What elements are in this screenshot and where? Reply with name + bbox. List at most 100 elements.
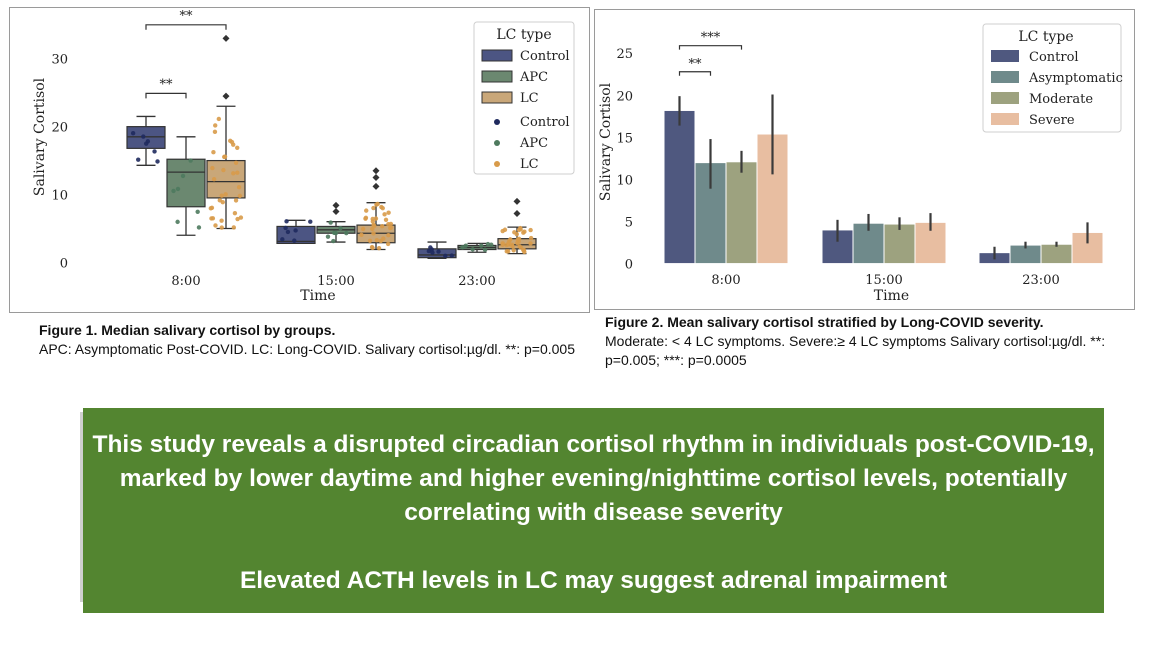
point-lc-23-00: [509, 242, 515, 247]
point-apc-23-00: [482, 247, 488, 253]
significance-label-0: **: [180, 9, 194, 24]
point-apc-8-00: [175, 219, 180, 225]
outlier-lc-23-00: [513, 197, 521, 205]
point-lc-8-00: [217, 198, 222, 203]
outlier-lc-8-00: [222, 34, 230, 42]
point-apc-8-00: [180, 173, 186, 179]
point-control-15-00: [284, 219, 289, 224]
point-apc-23-00: [489, 242, 494, 247]
legend-swatch-apc: [481, 70, 513, 83]
point-apc-23-00: [463, 243, 469, 248]
point-lc-23-00: [517, 244, 522, 249]
legend-title: LC type: [1018, 29, 1073, 45]
y-tick-label: 10: [616, 173, 633, 188]
point-lc-23-00: [512, 230, 517, 235]
box-control-23-00: [417, 248, 457, 259]
outlier-lc-23-00: [513, 210, 521, 218]
x-tick-label-8-00: 8:00: [711, 273, 740, 288]
bar-moderate-8-00: [725, 161, 758, 265]
legend-label-control: Control: [1029, 50, 1079, 65]
point-lc-8-00: [219, 225, 224, 230]
y-axis-label: Salivary Cortisol: [32, 77, 48, 196]
point-apc-15-00: [331, 230, 337, 236]
figure-1-caption: Figure 1. Median salivary cortisol by gr…: [39, 321, 599, 359]
point-lc-8-00: [233, 198, 239, 203]
point-lc-8-00: [231, 171, 236, 176]
point-lc-15-00: [370, 219, 376, 224]
legend-point-label-apc: APC: [519, 136, 548, 151]
point-control-23-00: [449, 253, 454, 258]
point-lc-23-00: [505, 249, 511, 254]
legend-point-lc: [494, 161, 500, 167]
bar-control-8-00: [663, 109, 696, 265]
point-lc-15-00: [360, 226, 366, 232]
legend-swatch-control: [991, 50, 1019, 62]
point-lc-8-00: [232, 210, 238, 216]
point-lc-15-00: [376, 245, 382, 251]
x-tick-label-15-00: 15:00: [317, 274, 354, 289]
y-axis-label: Salivary Cortisol: [598, 82, 614, 201]
point-lc-23-00: [521, 247, 526, 253]
point-lc-15-00: [383, 217, 389, 222]
point-lc-23-00: [504, 242, 509, 248]
point-control-8-00: [136, 157, 141, 162]
point-control-15-00: [293, 228, 298, 233]
point-lc-8-00: [222, 154, 228, 159]
point-lc-15-00: [364, 208, 369, 213]
point-lc-8-00: [219, 193, 224, 198]
point-lc-15-00: [372, 223, 377, 229]
legend-label-lc: LC: [520, 91, 539, 106]
point-control-8-00: [152, 149, 157, 154]
point-apc-15-00: [325, 234, 331, 239]
point-apc-15-00: [328, 220, 333, 225]
point-apc-8-00: [175, 186, 181, 192]
figure-2-barchart: 0 5 10 15 20 25 8:00 15:00 23:00 Time Salivary Cor…: [594, 9, 1135, 310]
point-lc-15-00: [367, 238, 373, 243]
point-apc-8-00: [188, 158, 193, 163]
point-lc-8-00: [235, 145, 240, 150]
point-apc-23-00: [470, 247, 475, 252]
legend-label-asymptomatic: Asymptomatic: [1028, 71, 1123, 86]
point-lc-23-00: [528, 241, 533, 246]
outlier-apc-15-00: [332, 201, 340, 209]
point-apc-8-00: [171, 188, 176, 194]
point-control-15-00: [283, 225, 288, 231]
point-control-15-00: [308, 219, 313, 224]
point-lc-8-00: [212, 129, 218, 135]
y-tick-label: 20: [51, 121, 68, 136]
significance-label-1: **: [160, 77, 174, 92]
legend-point-apc: [494, 140, 500, 146]
figure-1-boxplot: 0 10 20 30 8:00 15:00 23:00 Time Salivary Cortis…: [9, 7, 590, 313]
point-lc-8-00: [216, 116, 222, 122]
legend-swatch-moderate: [991, 92, 1019, 104]
point-lc-23-00: [500, 228, 505, 234]
point-lc-8-00: [210, 216, 216, 221]
legend-label-moderate: Moderate: [1029, 92, 1093, 107]
point-control-8-00: [141, 134, 146, 139]
point-lc-23-00: [515, 237, 521, 242]
point-lc-8-00: [213, 223, 218, 228]
point-lc-8-00: [231, 225, 236, 230]
point-lc-15-00: [381, 236, 386, 241]
box-apc-8-00: [166, 158, 206, 208]
legend-point-label-lc: LC: [520, 157, 539, 172]
point-apc-23-00: [460, 245, 465, 250]
significance-bracket-1: [678, 71, 712, 76]
y-tick-label: 20: [616, 89, 633, 104]
point-lc-23-00: [528, 235, 534, 241]
bar-moderate-15-00: [883, 223, 916, 265]
point-lc-15-00: [380, 205, 385, 211]
point-lc-15-00: [371, 205, 376, 211]
point-control-23-00: [436, 249, 441, 254]
legend-swatch-lc: [481, 91, 513, 104]
point-lc-23-00: [518, 225, 523, 231]
y-tick-label: 0: [625, 258, 633, 273]
x-tick-label-23-00: 23:00: [458, 274, 495, 289]
point-lc-8-00: [211, 150, 216, 155]
outlier-lc-15-00: [372, 182, 380, 190]
figure-2-caption-title: Figure 2. Mean salivary cortisol stratif…: [605, 314, 1044, 330]
point-lc-8-00: [237, 193, 243, 199]
point-lc-8-00: [228, 138, 233, 144]
bar-moderate-23-00: [1040, 243, 1073, 265]
significance-label-1: **: [689, 57, 703, 72]
